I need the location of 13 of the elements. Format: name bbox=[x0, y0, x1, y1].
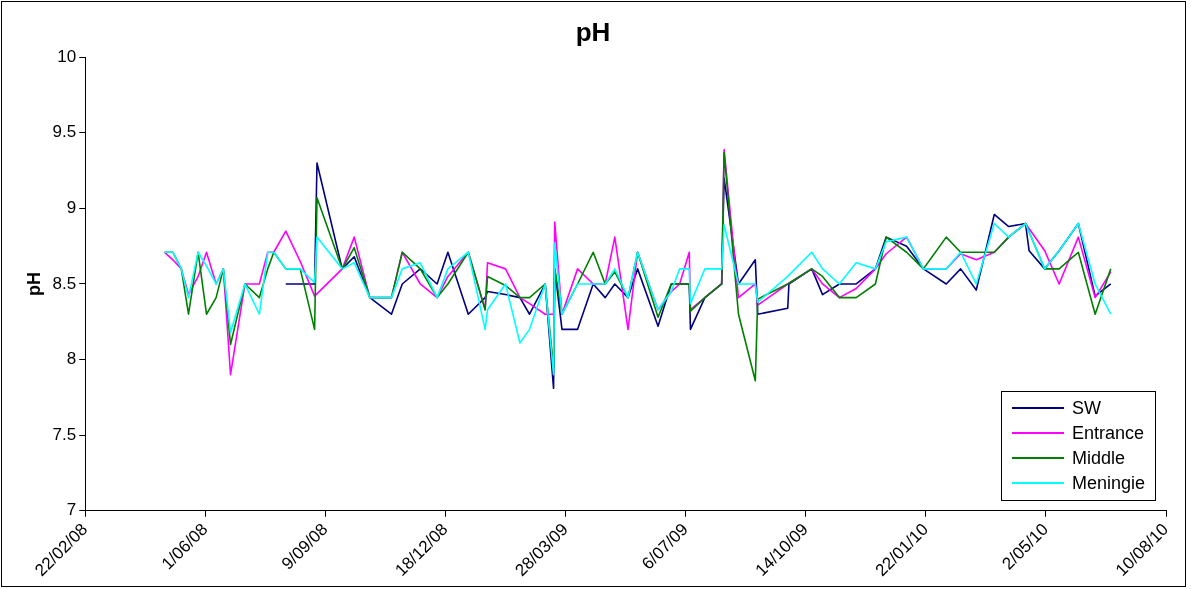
legend-label: Meningie bbox=[1072, 472, 1146, 494]
y-axis-title: pH bbox=[23, 271, 44, 296]
legend-label: Middle bbox=[1072, 447, 1126, 469]
legend-label: Entrance bbox=[1072, 422, 1145, 444]
y-tick-label: 9.5 bbox=[52, 122, 77, 142]
y-tick-label: 8.5 bbox=[52, 273, 77, 293]
legend-label: SW bbox=[1072, 397, 1101, 419]
chart-title: pH bbox=[575, 16, 611, 47]
y-tick-label: 9 bbox=[66, 198, 77, 218]
y-tick-label: 7 bbox=[66, 500, 77, 520]
y-tick-label: 7.5 bbox=[52, 424, 77, 444]
y-tick-label: 10 bbox=[57, 46, 77, 66]
y-tick-label: 8 bbox=[66, 349, 77, 369]
